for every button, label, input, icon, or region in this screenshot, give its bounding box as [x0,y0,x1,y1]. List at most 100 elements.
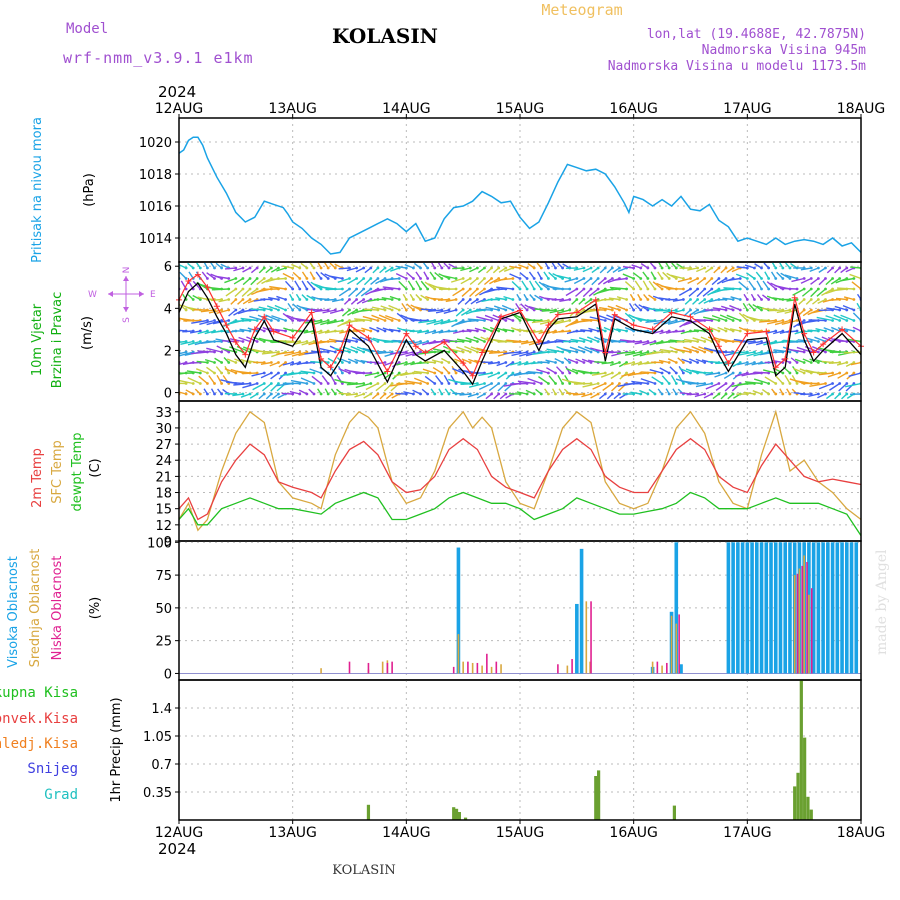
wind-arrow [370,277,379,286]
wind-arrow-head [184,266,188,270]
wind-arrow [784,274,798,280]
wind-arrow-head [255,382,259,385]
wind-arrow-head [284,329,287,333]
wind-arrow [465,337,478,343]
wind-arrow [282,272,293,280]
wind-arrow-head [625,308,628,312]
wind-arrow-head [802,298,806,301]
wind-arrow-head [440,277,444,280]
wind-arrow-head [426,382,430,385]
wind-arrow [696,277,706,285]
wind-gust-marker [412,343,419,350]
wind-arrow [793,319,805,328]
temp-dewpoint-label: dewpt Temp [70,432,85,511]
wind-arrow-head [348,350,351,354]
wind-arrow [850,361,861,366]
wind-arrow-head [475,298,479,301]
wind-arrow [338,267,350,270]
wind-arrow [744,264,755,269]
wind-arrow-head [610,308,614,312]
wind-arrow-head [475,392,479,396]
wind-arrow-head [610,382,614,385]
wind-arrow [469,277,478,286]
wind-arrow [687,277,698,285]
wind-arrow [688,319,705,324]
wind-arrow [450,277,464,283]
wind-arrow [324,298,336,302]
wind-arrow [329,309,343,315]
wind-arrow-head [745,361,749,364]
wind-arrow [751,361,762,366]
wind-arrow [639,389,649,395]
wind-arrow [826,307,840,311]
wind-arrow-head [696,340,700,343]
cloud-bar-high [821,542,825,674]
wind-arrow [341,309,350,317]
wind-gust-marker [772,364,779,371]
wind-arrow-head [362,329,366,333]
cloud-bar-low [810,588,813,674]
wind-arrow-head [213,350,216,354]
wind-arrow-head [518,319,522,322]
wind-arrow-head [681,329,685,333]
wind-arrow-head [426,371,430,375]
wind-arrow-head [689,277,692,280]
wind-arrow [224,368,237,374]
cloud-bar-high [750,542,754,674]
wind-arrow [493,305,507,311]
wind-arrow-head [554,392,557,396]
wind-arrow [616,328,627,332]
wind-arrow [617,267,627,273]
wind-arrow-head [333,350,337,354]
wind-arrow-head [362,266,366,270]
wind-arrow [506,339,521,343]
wind-arrow [694,318,712,322]
wind-arrow [575,288,585,297]
wind-arrow [375,382,386,392]
wind-arrow [467,318,485,322]
wind-arrow [354,393,364,398]
wind-arrow [634,303,642,311]
wind-arrow-head [603,319,607,322]
wind-arrow-head [753,266,756,270]
wind-arrow [197,330,208,335]
wind-arrow [473,336,485,343]
wind-arrow [659,330,670,335]
wind-arrow-head [809,340,813,343]
precip-axis-title: 1hr Precip (mm) [109,697,124,802]
panel-border [178,540,862,681]
wind-arrow [461,358,471,364]
wind-arrow [849,273,861,280]
wind-arrow [254,350,272,353]
wind-arrow-head [753,392,756,396]
wind-arrow-head [831,371,834,375]
wind-arrow [793,367,805,374]
wind-arrow-head [227,361,231,364]
wind-arrow [557,374,564,384]
wind-arrow [781,319,798,325]
wind-arrow-head [355,308,359,312]
wind-arrow-head [596,287,600,291]
wind-arrow-head [717,277,721,280]
wind-arrow-head [838,319,842,322]
wind-arrow-head [504,361,508,364]
wind-arrow-head [653,382,657,385]
wind-arrow [392,339,407,343]
wind-arrow [556,366,564,374]
wind-arrow-head [305,350,309,354]
wind-arrow [278,339,293,343]
wind-arrow [276,295,286,301]
wind-arrow-head [582,298,586,301]
wind-arrow-head [319,329,323,333]
wind-arrow-head [326,308,330,312]
wind-arrow-head [184,277,188,280]
wind-arrow-head [639,350,643,354]
wind-arrow-head [284,308,287,312]
x-tick-label-top: 16AUG [609,101,658,117]
x-tick-label-bottom: 17AUG [723,825,772,841]
cloud-unit-label: (%) [88,597,103,620]
wind-arrow [538,376,549,385]
wind-arrow-head [781,329,785,333]
wind-arrow [734,372,748,378]
